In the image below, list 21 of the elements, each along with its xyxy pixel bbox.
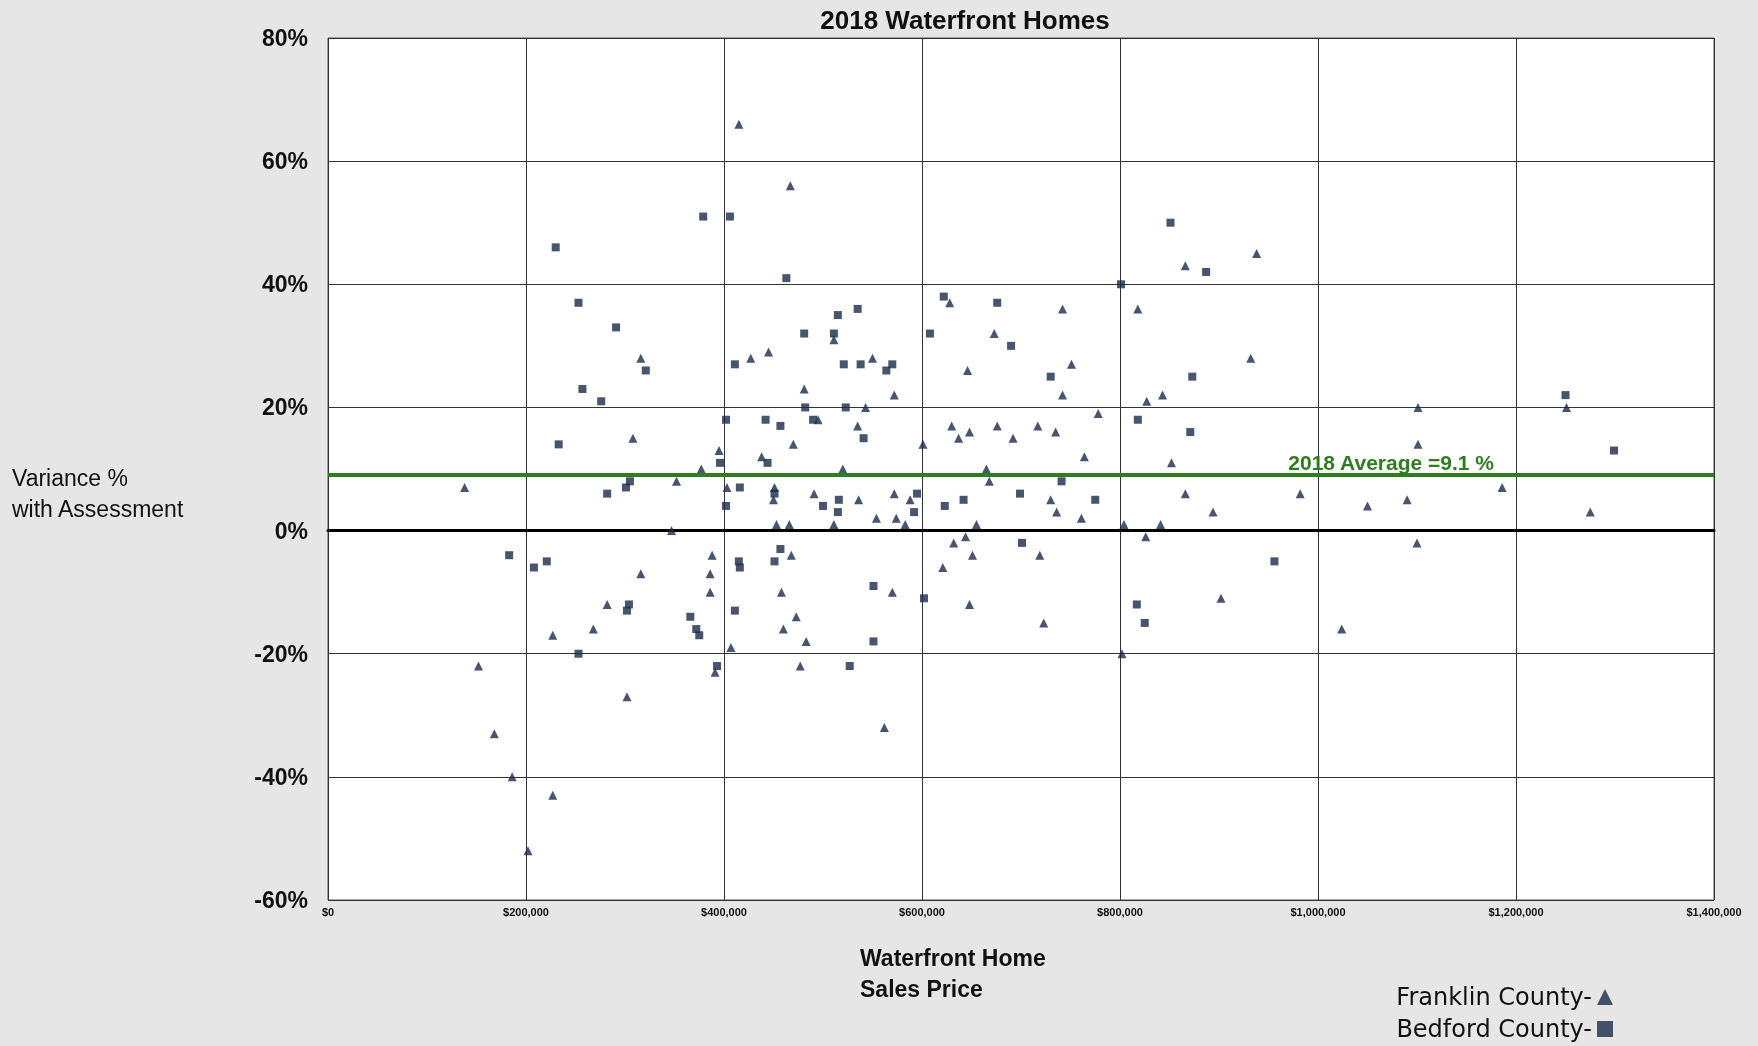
legend-label: Bedford County- [1396,1015,1592,1043]
x-tick-label: $1,200,000 [1488,905,1544,918]
x-tick-label: $200,000 [503,905,549,918]
x-tick-label: $1,400,000 [1686,905,1742,918]
x-tick-label: $400,000 [701,905,747,918]
y-tick-label: -20% [254,640,308,667]
chart-title: 2018 Waterfront Homes [820,5,1110,35]
y-tick-label: 0% [274,517,308,544]
legend-label: Franklin County- [1396,983,1592,1011]
x-tick-label: $0 [321,905,335,918]
x-tick-label: $600,000 [899,905,945,918]
x-axis-title: Waterfront Home Sales Price [860,944,1046,1002]
y-tick-label: 20% [261,394,308,421]
y-tick-label: -40% [254,763,308,790]
y-axis-title: Variance % with Assessment [11,464,184,522]
x-tick-label: $1,000,000 [1290,905,1346,918]
y-tick-label: 60% [261,148,308,175]
y-tick-label: -60% [254,887,308,913]
x-tick-label: $800,000 [1097,905,1143,918]
y-tick-label: 40% [261,271,308,298]
y-tick-label: 80% [261,25,308,51]
